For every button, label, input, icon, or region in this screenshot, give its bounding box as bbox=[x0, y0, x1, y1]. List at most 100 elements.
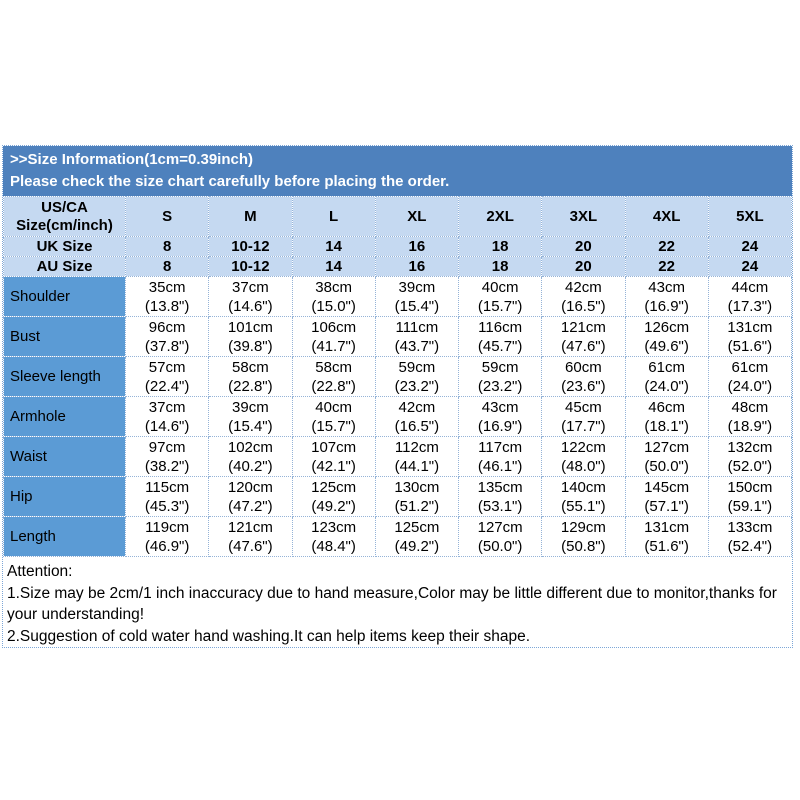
measurement-value-cell: 107cm (42.1") bbox=[291, 436, 376, 477]
uk-size-row-value: 8 bbox=[124, 236, 210, 257]
au-size-row-value: 22 bbox=[624, 256, 709, 277]
measurement-value-cell: 129cm (50.8") bbox=[541, 516, 626, 557]
measurement-value-cell: 121cm (47.6") bbox=[541, 316, 626, 357]
size-chart-table: US/CA Size(cm/inch) S M L XL 2XL 3XL 4XL 5XL UK Si… bbox=[3, 196, 793, 557]
size-column-header: M bbox=[208, 196, 293, 237]
au-size-row: AU Size 8 10-12 14 16 18 20 22 24 bbox=[3, 256, 793, 277]
measurement-value-cell: 40cm (15.7") bbox=[291, 396, 376, 437]
au-size-row-value: 24 bbox=[707, 256, 793, 277]
measurement-value-cell: 125cm (49.2") bbox=[374, 516, 460, 557]
measurement-label: Armhole bbox=[3, 396, 126, 437]
uk-size-row-value: 18 bbox=[457, 236, 543, 257]
size-column-header: 5XL bbox=[707, 196, 793, 237]
measurement-value-cell: 127cm (50.0") bbox=[624, 436, 709, 477]
measurement-value-cell: 133cm (52.4") bbox=[707, 516, 793, 557]
measurement-value-cell: 42cm (16.5") bbox=[541, 276, 626, 317]
size-header-row: US/CA Size(cm/inch) S M L XL 2XL 3XL 4XL 5XL bbox=[3, 196, 793, 237]
measurement-row: Shoulder 35cm (13.8") 37cm (14.6") 38cm (15.0"… bbox=[3, 276, 793, 317]
au-size-row-label: AU Size bbox=[3, 256, 126, 277]
measurement-value-cell: 111cm (43.7") bbox=[374, 316, 460, 357]
measurement-value-cell: 97cm (38.2") bbox=[124, 436, 210, 477]
uk-size-row-value: 20 bbox=[541, 236, 626, 257]
measurement-value-cell: 45cm (17.7") bbox=[541, 396, 626, 437]
measurement-value-cell: 59cm (23.2") bbox=[457, 356, 543, 397]
measurement-value-cell: 135cm (53.1") bbox=[457, 476, 543, 517]
measurement-value-cell: 122cm (48.0") bbox=[541, 436, 626, 477]
au-size-row-value: 18 bbox=[457, 256, 543, 277]
measurement-value-cell: 58cm (22.8") bbox=[208, 356, 293, 397]
measurement-label: Hip bbox=[3, 476, 126, 517]
corner-header-cell: US/CA Size(cm/inch) bbox=[3, 196, 126, 237]
measurement-value-cell: 38cm (15.0") bbox=[291, 276, 376, 317]
measurement-value-cell: 131cm (51.6") bbox=[624, 516, 709, 557]
size-column-header: XL bbox=[374, 196, 460, 237]
measurement-value-cell: 102cm (40.2") bbox=[208, 436, 293, 477]
measurement-value-cell: 43cm (16.9") bbox=[457, 396, 543, 437]
measurement-value-cell: 57cm (22.4") bbox=[124, 356, 210, 397]
measurement-value-cell: 127cm (50.0") bbox=[457, 516, 543, 557]
measurement-value-cell: 140cm (55.1") bbox=[541, 476, 626, 517]
measurement-value-cell: 35cm (13.8") bbox=[124, 276, 210, 317]
uk-size-row-value: 14 bbox=[291, 236, 376, 257]
measurement-value-cell: 44cm (17.3") bbox=[707, 276, 793, 317]
measurement-row: Waist 97cm (38.2") 102cm (40.2") 107cm (42.1")… bbox=[3, 436, 793, 477]
measurement-value-cell: 43cm (16.9") bbox=[624, 276, 709, 317]
measurement-value-cell: 58cm (22.8") bbox=[291, 356, 376, 397]
banner-subtitle: Please check the size chart carefully be… bbox=[10, 173, 450, 190]
measurement-value-cell: 126cm (49.6") bbox=[624, 316, 709, 357]
size-column-header: 3XL bbox=[541, 196, 626, 237]
measurement-value-cell: 130cm (51.2") bbox=[374, 476, 460, 517]
measurement-value-cell: 115cm (45.3") bbox=[124, 476, 210, 517]
measurement-row: Armhole 37cm (14.6") 39cm (15.4") 40cm (15.7")… bbox=[3, 396, 793, 437]
measurement-value-cell: 40cm (15.7") bbox=[457, 276, 543, 317]
measurement-label: Bust bbox=[3, 316, 126, 357]
banner-title: >>Size Information(1cm=0.39inch) bbox=[10, 151, 253, 168]
au-size-row-value: 8 bbox=[124, 256, 210, 277]
measurement-value-cell: 46cm (18.1") bbox=[624, 396, 709, 437]
measurement-value-cell: 150cm (59.1") bbox=[707, 476, 793, 517]
measurement-value-cell: 131cm (51.6") bbox=[707, 316, 793, 357]
measurement-value-cell: 37cm (14.6") bbox=[124, 396, 210, 437]
attention-note-1: 1.Size may be 2cm/1 inch inaccuracy due … bbox=[7, 584, 777, 624]
size-column-header: S bbox=[124, 196, 210, 237]
measurement-row: Bust 96cm (37.8") 101cm (39.8") 106cm (41.7") 1… bbox=[3, 316, 793, 357]
uk-size-row-label: UK Size bbox=[3, 236, 126, 257]
au-size-row-value: 16 bbox=[374, 256, 460, 277]
measurement-row: Length 119cm (46.9") 121cm (47.6") 123cm (48.4… bbox=[3, 516, 793, 557]
au-size-row-value: 20 bbox=[541, 256, 626, 277]
measurement-value-cell: 42cm (16.5") bbox=[374, 396, 460, 437]
measurement-value-cell: 125cm (49.2") bbox=[291, 476, 376, 517]
measurement-value-cell: 37cm (14.6") bbox=[208, 276, 293, 317]
size-column-header: 4XL bbox=[624, 196, 709, 237]
measurement-label: Length bbox=[3, 516, 126, 557]
measurement-value-cell: 48cm (18.9") bbox=[707, 396, 793, 437]
measurement-label: Shoulder bbox=[3, 276, 126, 317]
uk-size-row-value: 22 bbox=[624, 236, 709, 257]
measurement-value-cell: 39cm (15.4") bbox=[208, 396, 293, 437]
measurement-value-cell: 60cm (23.6") bbox=[541, 356, 626, 397]
measurement-row: Hip 115cm (45.3") 120cm (47.2") 125cm (49.2") 1… bbox=[3, 476, 793, 517]
uk-size-row-value: 10-12 bbox=[208, 236, 293, 257]
attention-title: Attention: bbox=[7, 563, 73, 580]
attention-section: Attention: 1.Size may be 2cm/1 inch inac… bbox=[3, 557, 792, 647]
measurement-value-cell: 121cm (47.6") bbox=[208, 516, 293, 557]
measurement-value-cell: 106cm (41.7") bbox=[291, 316, 376, 357]
size-column-header: 2XL bbox=[457, 196, 543, 237]
measurement-value-cell: 61cm (24.0") bbox=[707, 356, 793, 397]
size-info-sheet: >>Size Information(1cm=0.39inch) Please … bbox=[2, 145, 793, 648]
attention-note-2: 2.Suggestion of cold water hand washing.… bbox=[7, 627, 531, 645]
measurement-value-cell: 101cm (39.8") bbox=[208, 316, 293, 357]
measurement-value-cell: 39cm (15.4") bbox=[374, 276, 460, 317]
measurement-value-cell: 132cm (52.0") bbox=[707, 436, 793, 477]
measurement-value-cell: 120cm (47.2") bbox=[208, 476, 293, 517]
uk-size-row-value: 24 bbox=[707, 236, 793, 257]
au-size-row-value: 10-12 bbox=[208, 256, 293, 277]
size-column-header: L bbox=[291, 196, 376, 237]
measurement-value-cell: 145cm (57.1") bbox=[624, 476, 709, 517]
measurement-value-cell: 116cm (45.7") bbox=[457, 316, 543, 357]
size-info-banner: >>Size Information(1cm=0.39inch) Please … bbox=[3, 146, 792, 196]
measurement-value-cell: 112cm (44.1") bbox=[374, 436, 460, 477]
measurement-row: Sleeve length 57cm (22.4") 58cm (22.8") 58cm(… bbox=[3, 356, 793, 397]
measurement-value-cell: 59cm (23.2") bbox=[374, 356, 460, 397]
